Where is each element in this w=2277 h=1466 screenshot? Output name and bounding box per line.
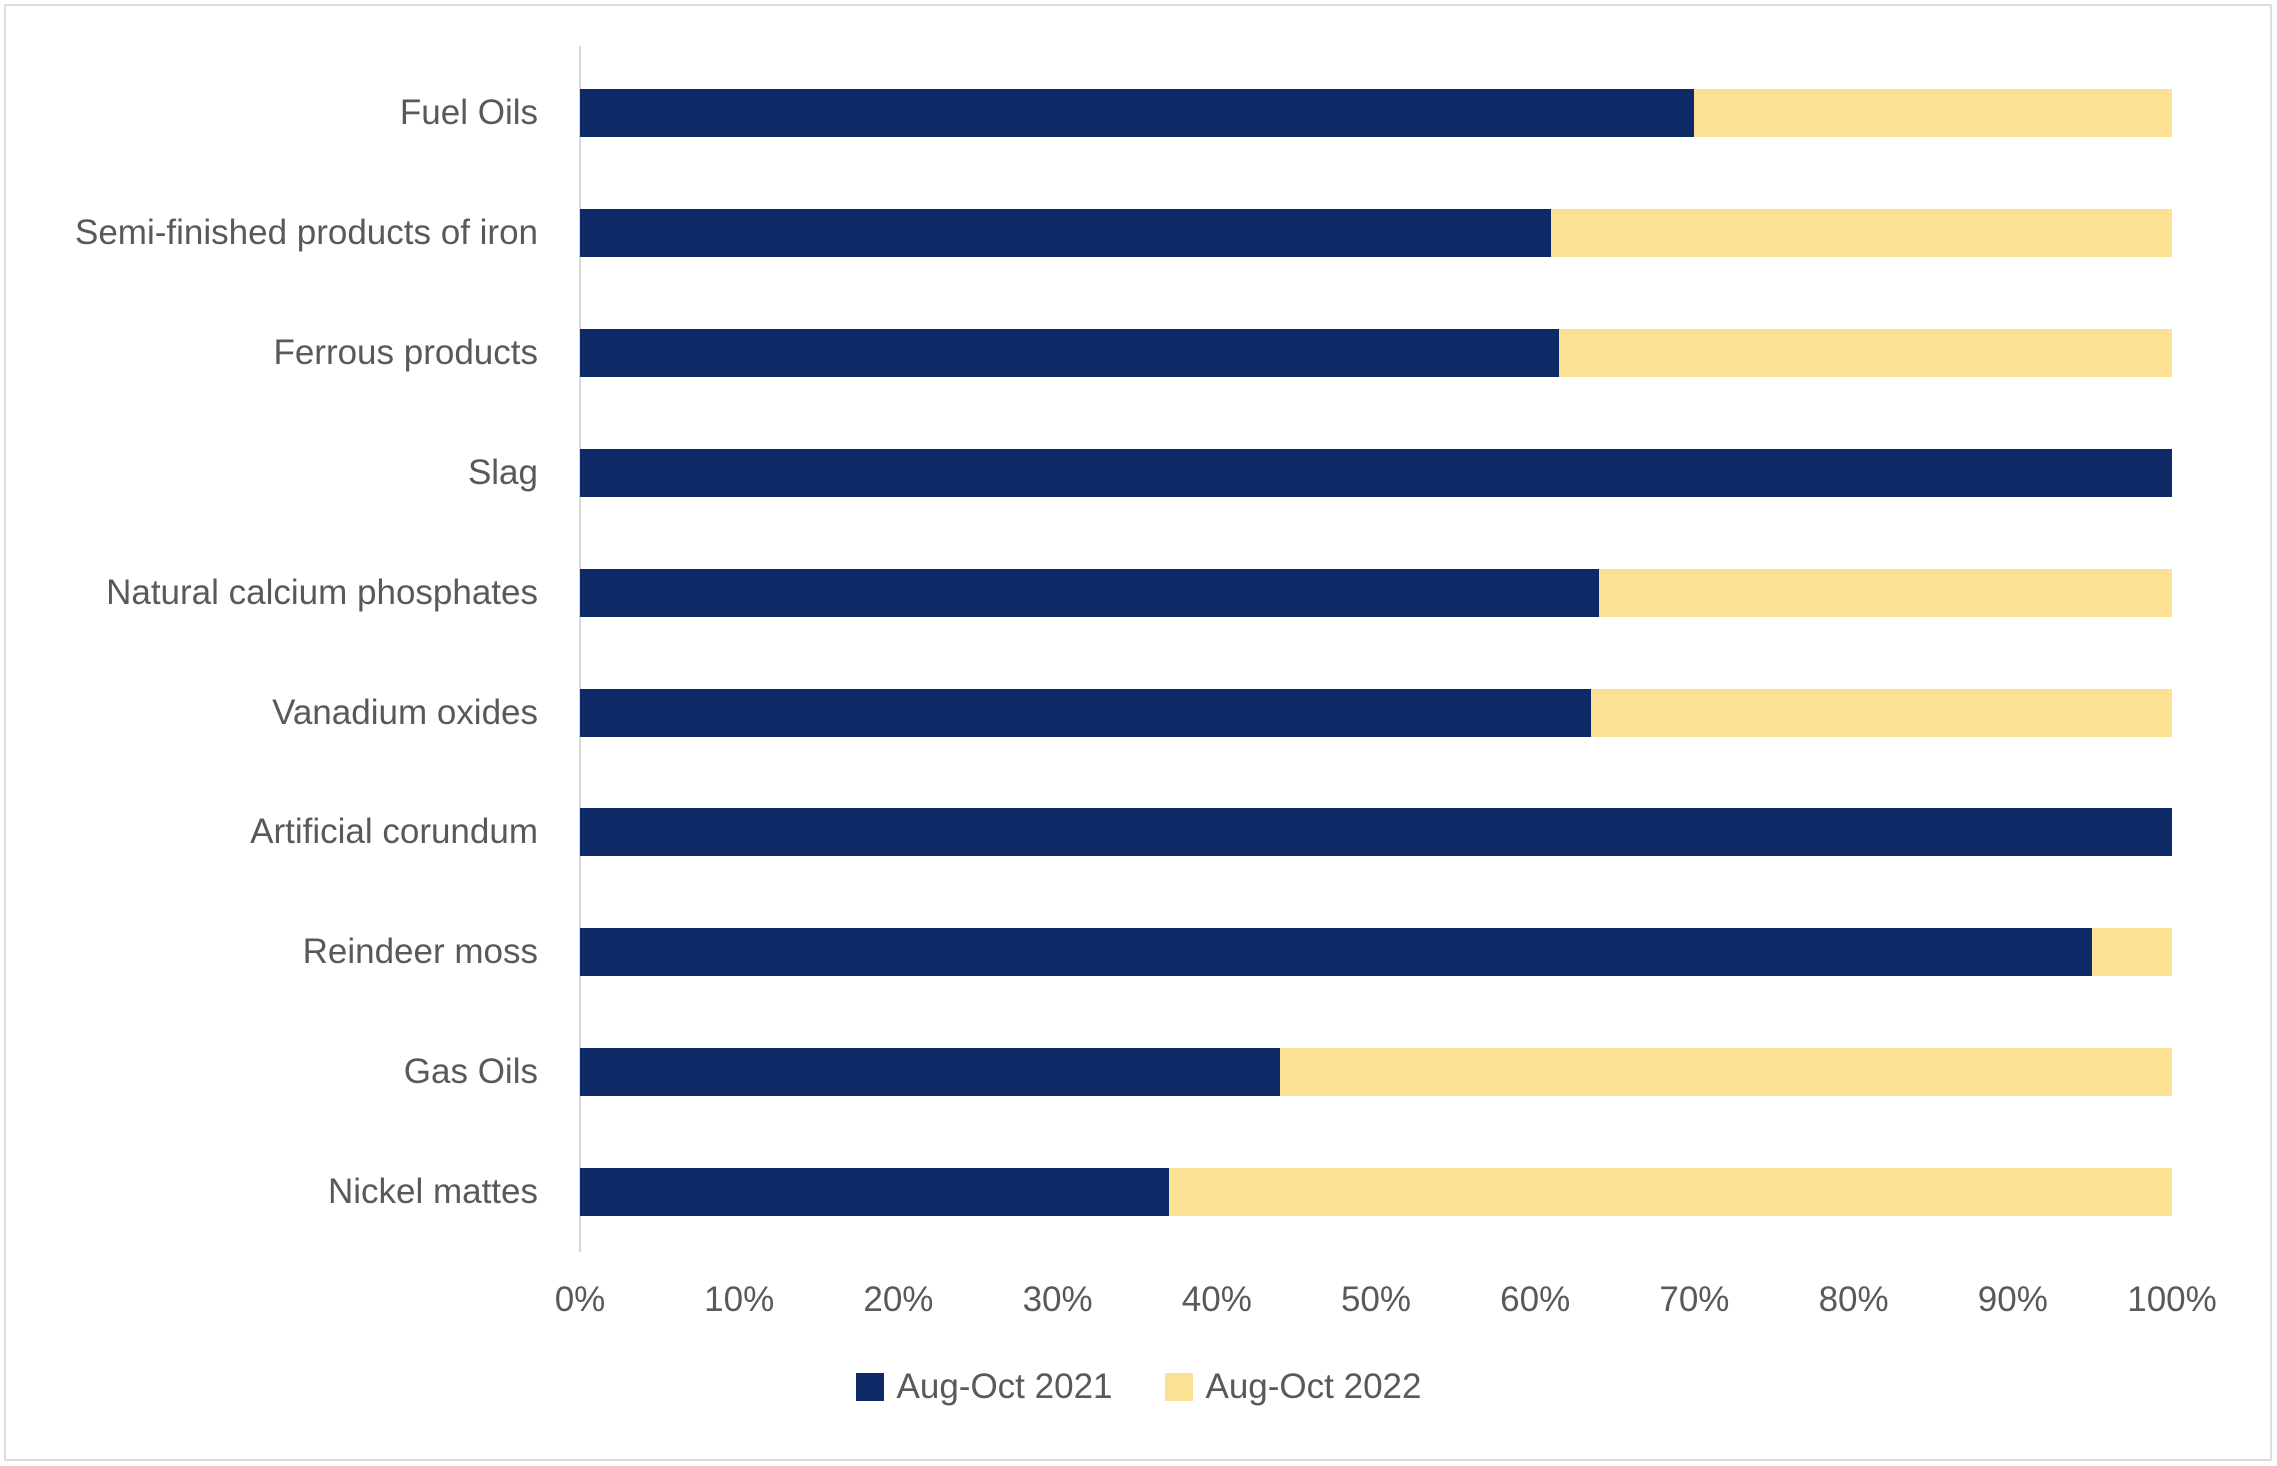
bar-segment-aug-oct-2022[interactable]: [1169, 1168, 2172, 1216]
bar-row: [580, 808, 2172, 856]
x-axis-tick-label: 80%: [1818, 1280, 1889, 1319]
x-axis-tick-label: 90%: [1977, 1280, 2048, 1319]
bar-segment-aug-oct-2022[interactable]: [1559, 329, 2172, 377]
x-axis-tick-label: 20%: [863, 1280, 934, 1319]
category-label: Ferrous products: [273, 333, 538, 372]
bar-segment-aug-oct-2021[interactable]: [580, 209, 1552, 257]
legend-item-aug-oct-2022[interactable]: Aug-Oct 2022: [1164, 1366, 1422, 1408]
bar-segment-aug-oct-2022[interactable]: [1280, 1048, 2172, 1096]
x-axis-tick-label: 60%: [1500, 1280, 1571, 1319]
category-label: Slag: [467, 453, 538, 492]
bar-segment-aug-oct-2021[interactable]: [580, 1048, 1281, 1096]
x-axis-tick-label: 50%: [1340, 1280, 1412, 1319]
x-axis-tick-label: 30%: [1022, 1280, 1093, 1319]
legend-label: Aug-Oct 2022: [1205, 1367, 1422, 1406]
legend-item-aug-oct-2021[interactable]: Aug-Oct 2021: [855, 1366, 1113, 1408]
bar-segment-aug-oct-2021[interactable]: [580, 329, 1560, 377]
bar-row: [580, 329, 2172, 377]
chart-border: [4, 4, 2272, 1461]
legend-swatch-icon: [855, 1373, 884, 1401]
bar-row: [580, 569, 2172, 617]
category-label: Reindeer moss: [302, 932, 538, 971]
bar-row: [580, 689, 2172, 737]
bar-row: [580, 1048, 2172, 1096]
category-label: Nickel mattes: [327, 1172, 538, 1211]
x-axis-tick-label: 10%: [704, 1280, 775, 1319]
bar-segment-aug-oct-2022[interactable]: [1598, 569, 2172, 617]
legend-label: Aug-Oct 2021: [896, 1367, 1113, 1406]
legend-swatch-icon: [1164, 1373, 1193, 1401]
bar-segment-aug-oct-2022[interactable]: [2092, 928, 2172, 976]
bar-segment-aug-oct-2021[interactable]: [580, 928, 2093, 976]
category-label: Fuel Oils: [399, 93, 538, 132]
x-axis-tick-label: 70%: [1659, 1280, 1730, 1319]
bar-row: [580, 928, 2172, 976]
category-label: Gas Oils: [403, 1052, 538, 1091]
y-axis-line: [579, 46, 581, 1252]
bar-row: [580, 1168, 2172, 1216]
bar-row: [580, 89, 2172, 137]
x-axis-tick-label: 0%: [554, 1280, 606, 1319]
category-label: Semi-finished products of iron: [75, 213, 538, 252]
bar-segment-aug-oct-2022[interactable]: [1551, 209, 2172, 257]
x-axis-tick-label: 40%: [1181, 1280, 1252, 1319]
bar-segment-aug-oct-2022[interactable]: [1694, 89, 2172, 137]
category-label: Vanadium oxides: [272, 693, 538, 732]
bar-segment-aug-oct-2021[interactable]: [580, 449, 2172, 497]
bar-segment-aug-oct-2021[interactable]: [580, 569, 1599, 617]
bar-row: [580, 449, 2172, 497]
bar-row: [580, 209, 2172, 257]
category-label: Natural calcium phosphates: [106, 573, 538, 612]
bar-segment-aug-oct-2021[interactable]: [580, 689, 1591, 737]
category-label: Artificial corundum: [250, 812, 538, 851]
legend: Aug-Oct 2021 Aug-Oct 2022: [0, 1366, 2277, 1408]
bar-segment-aug-oct-2022[interactable]: [1590, 689, 2172, 737]
bar-segment-aug-oct-2021[interactable]: [580, 1168, 1170, 1216]
x-axis-tick-label: 100%: [2127, 1280, 2217, 1319]
bar-segment-aug-oct-2021[interactable]: [580, 89, 1695, 137]
bar-segment-aug-oct-2021[interactable]: [580, 808, 2172, 856]
